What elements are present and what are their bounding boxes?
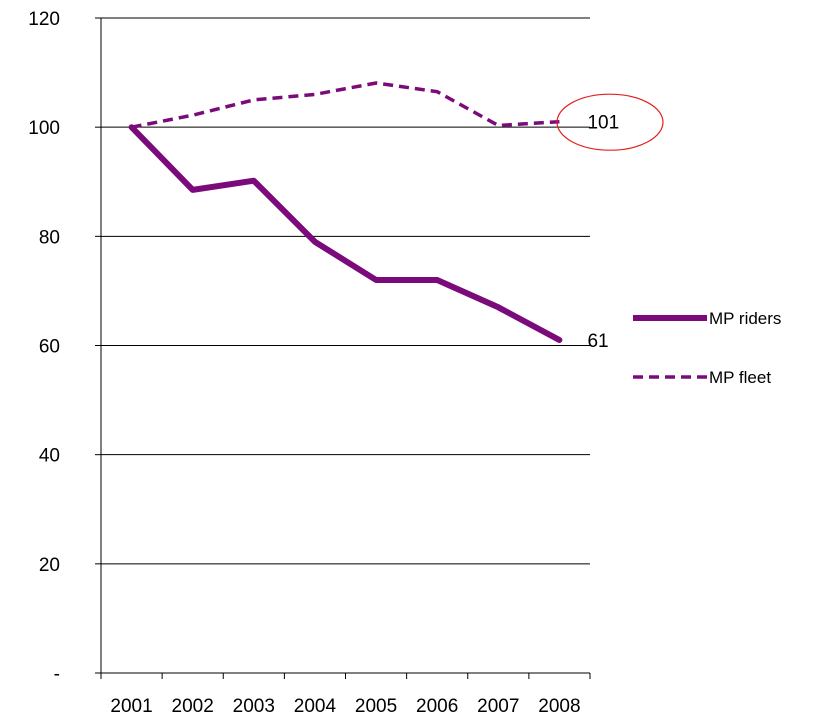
x-tick-label-2003: 2003 — [233, 696, 275, 717]
x-tick-label-2005: 2005 — [355, 696, 397, 717]
data-labels: 61 101 — [556, 93, 664, 352]
end-label-mp-riders: 61 — [587, 331, 608, 352]
y-tick-label: 20 — [39, 555, 60, 576]
x-tick-label-2002: 2002 — [172, 696, 214, 717]
axes: - 20 40 60 80 100 120 2001 2002 2003 2004 2005 2006 2… — [28, 9, 591, 717]
x-tick-label-2007: 2007 — [477, 696, 519, 717]
legend-label-mp-riders: MP riders — [709, 309, 781, 328]
y-tick-label: - — [54, 664, 60, 685]
series-lines — [128, 81, 563, 343]
y-tick-label: 100 — [28, 118, 60, 139]
y-tick-label: 40 — [39, 446, 60, 467]
x-tick-label-2008: 2008 — [538, 696, 580, 717]
y-tick-label: 80 — [39, 227, 60, 248]
series-line-mp-fleet — [131, 81, 560, 129]
end-label-mp-fleet: 101 — [587, 113, 619, 134]
highlight-ellipse — [556, 93, 664, 151]
y-tick-label: 120 — [28, 9, 60, 30]
x-tick-label-2006: 2006 — [416, 696, 458, 717]
x-tick-label-2001: 2001 — [110, 696, 152, 717]
series-line-mp-riders — [128, 124, 563, 343]
x-tick-label-2004: 2004 — [294, 696, 337, 717]
gridlines — [101, 17, 590, 565]
legend: MP riders MP fleet — [633, 309, 781, 387]
legend-label-mp-fleet: MP fleet — [709, 368, 771, 387]
y-tick-label: 60 — [39, 337, 60, 358]
